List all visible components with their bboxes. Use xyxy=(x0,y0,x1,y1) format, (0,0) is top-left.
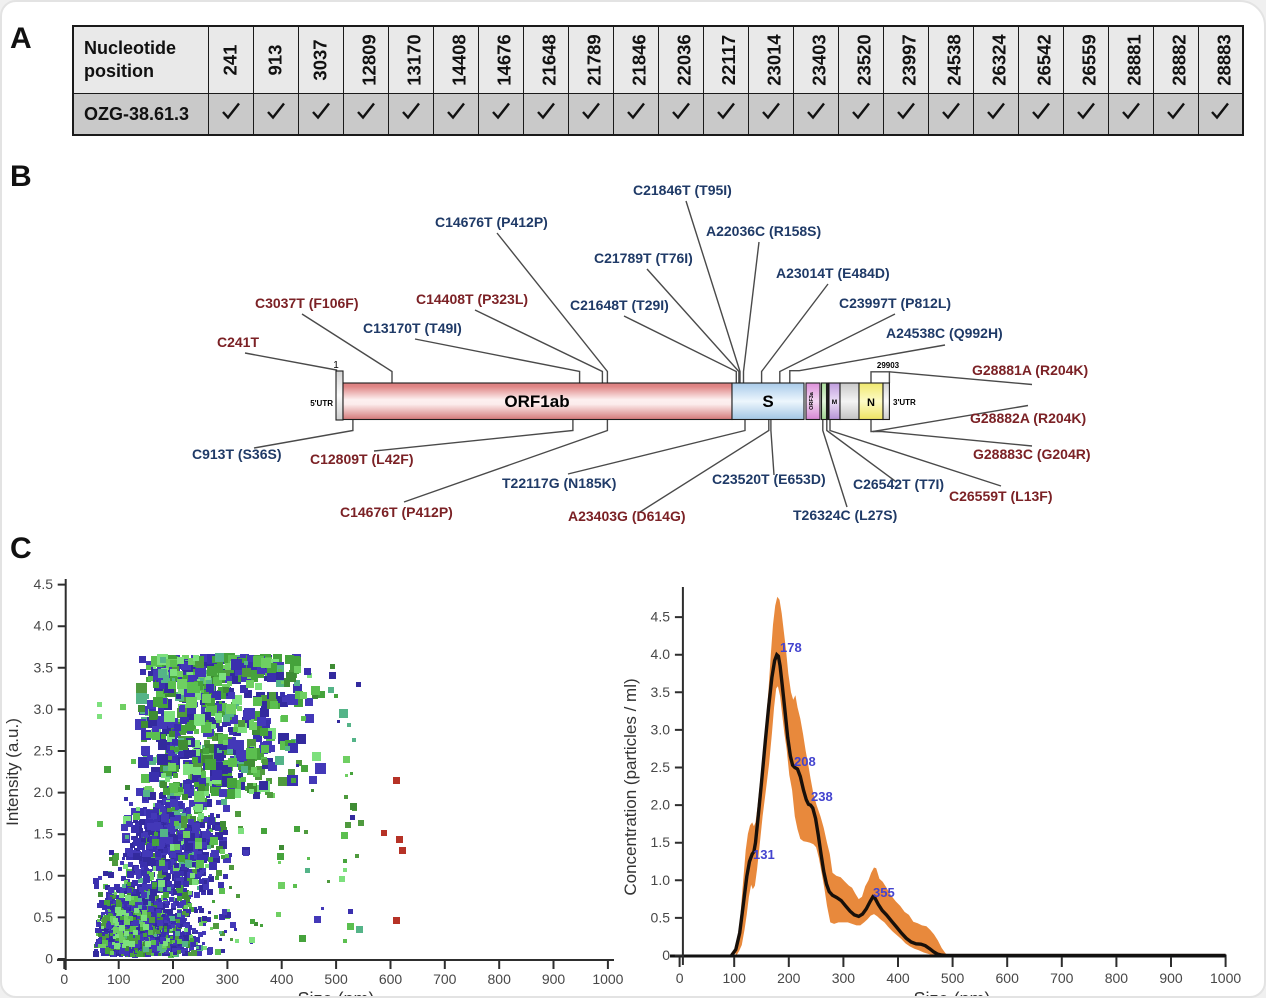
svg-text:G28882A (R204K): G28882A (R204K) xyxy=(970,410,1086,426)
svg-text:2.0: 2.0 xyxy=(651,797,671,813)
svg-text:1.0: 1.0 xyxy=(651,872,671,888)
svg-text:700: 700 xyxy=(1050,970,1074,986)
svg-text:131: 131 xyxy=(753,847,775,862)
svg-text:500: 500 xyxy=(324,971,348,987)
svg-text:800: 800 xyxy=(1105,970,1129,986)
svg-text:Size (nm): Size (nm) xyxy=(913,989,990,998)
svg-text:G28881A (R204K): G28881A (R204K) xyxy=(972,362,1088,378)
svg-text:1: 1 xyxy=(333,360,339,371)
svg-text:G28883C (G204R): G28883C (G204R) xyxy=(973,446,1091,462)
svg-text:900: 900 xyxy=(1159,970,1183,986)
svg-text:500: 500 xyxy=(941,970,965,986)
svg-text:3.0: 3.0 xyxy=(34,701,54,717)
svg-text:1000: 1000 xyxy=(1210,970,1241,986)
svg-text:0: 0 xyxy=(60,971,68,987)
svg-text:3.0: 3.0 xyxy=(651,721,671,737)
svg-text:3.5: 3.5 xyxy=(651,684,671,700)
svg-text:2.5: 2.5 xyxy=(651,759,671,775)
svg-text:C12809T (L42F): C12809T (L42F) xyxy=(310,451,413,467)
svg-text:3'UTR: 3'UTR xyxy=(893,398,916,407)
svg-text:700: 700 xyxy=(433,971,457,987)
svg-text:1.0: 1.0 xyxy=(34,867,54,883)
svg-text:600: 600 xyxy=(379,971,403,987)
svg-text:C3037T (F106F): C3037T (F106F) xyxy=(255,295,358,311)
svg-text:C26542T (T7I): C26542T (T7I) xyxy=(853,476,944,492)
svg-text:100: 100 xyxy=(107,971,131,987)
svg-text:4.5: 4.5 xyxy=(651,609,671,625)
svg-text:200: 200 xyxy=(777,970,801,986)
svg-text:A22036C (R158S): A22036C (R158S) xyxy=(706,223,821,239)
svg-text:178: 178 xyxy=(780,640,802,655)
svg-text:A23014T (E484D): A23014T (E484D) xyxy=(776,265,890,281)
svg-text:C13170T (T49I): C13170T (T49I) xyxy=(363,320,462,336)
svg-text:A24538C (Q992H): A24538C (Q992H) xyxy=(886,325,1003,341)
svg-text:C26559T (L13F): C26559T (L13F) xyxy=(949,488,1052,504)
svg-text:1.5: 1.5 xyxy=(34,826,54,842)
svg-text:Intensity (a.u.): Intensity (a.u.) xyxy=(3,718,22,826)
svg-text:ORF3a: ORF3a xyxy=(809,391,815,410)
svg-text:N: N xyxy=(867,397,875,409)
svg-text:ORF1ab: ORF1ab xyxy=(504,392,569,411)
svg-text:2.0: 2.0 xyxy=(34,784,54,800)
svg-text:400: 400 xyxy=(270,971,294,987)
svg-text:Concentration (particles / ml): Concentration (particles / ml) xyxy=(622,678,640,895)
svg-text:4.5: 4.5 xyxy=(34,576,54,592)
svg-text:208: 208 xyxy=(794,754,816,769)
svg-text:4.0: 4.0 xyxy=(651,646,671,662)
svg-text:S: S xyxy=(762,392,773,411)
svg-text:1.5: 1.5 xyxy=(651,834,671,850)
svg-text:0.5: 0.5 xyxy=(651,909,671,925)
svg-text:C21789T (T76I): C21789T (T76I) xyxy=(594,250,693,266)
svg-text:C14408T (P323L): C14408T (P323L) xyxy=(416,291,528,307)
svg-text:M: M xyxy=(832,399,837,406)
svg-text:C14676T (P412P): C14676T (P412P) xyxy=(435,214,548,230)
svg-text:C21648T (T29I): C21648T (T29I) xyxy=(570,297,669,313)
svg-text:600: 600 xyxy=(996,970,1020,986)
svg-text:355: 355 xyxy=(873,885,895,900)
svg-text:0.5: 0.5 xyxy=(34,909,54,925)
svg-text:C913T (S36S): C913T (S36S) xyxy=(192,446,281,462)
svg-text:300: 300 xyxy=(216,971,240,987)
svg-text:200: 200 xyxy=(161,971,185,987)
svg-text:29903: 29903 xyxy=(877,361,900,370)
svg-text:900: 900 xyxy=(542,971,566,987)
svg-text:800: 800 xyxy=(488,971,512,987)
svg-text:300: 300 xyxy=(832,970,856,986)
svg-text:A23403G (D614G): A23403G (D614G) xyxy=(568,508,686,524)
svg-text:100: 100 xyxy=(723,970,747,986)
svg-text:238: 238 xyxy=(811,789,833,804)
svg-text:C23997T (P812L): C23997T (P812L) xyxy=(839,295,951,311)
svg-text:4.0: 4.0 xyxy=(34,618,54,634)
svg-text:0: 0 xyxy=(662,947,670,963)
svg-text:Size (nm): Size (nm) xyxy=(297,989,374,998)
svg-text:T26324C (L27S): T26324C (L27S) xyxy=(793,507,897,523)
svg-text:C23520T (E653D): C23520T (E653D) xyxy=(712,471,826,487)
svg-text:0: 0 xyxy=(676,970,684,986)
svg-text:3.5: 3.5 xyxy=(34,659,54,675)
svg-text:T22117G (N185K): T22117G (N185K) xyxy=(502,475,616,491)
svg-text:1000: 1000 xyxy=(592,971,623,987)
svg-text:5'UTR: 5'UTR xyxy=(310,399,333,408)
svg-text:0: 0 xyxy=(45,951,53,967)
svg-text:2.5: 2.5 xyxy=(34,743,54,759)
svg-text:400: 400 xyxy=(886,970,910,986)
svg-text:C14676T (P412P): C14676T (P412P) xyxy=(340,504,453,520)
svg-text:C241T: C241T xyxy=(217,334,259,350)
svg-text:C21846T (T95I): C21846T (T95I) xyxy=(633,182,732,198)
